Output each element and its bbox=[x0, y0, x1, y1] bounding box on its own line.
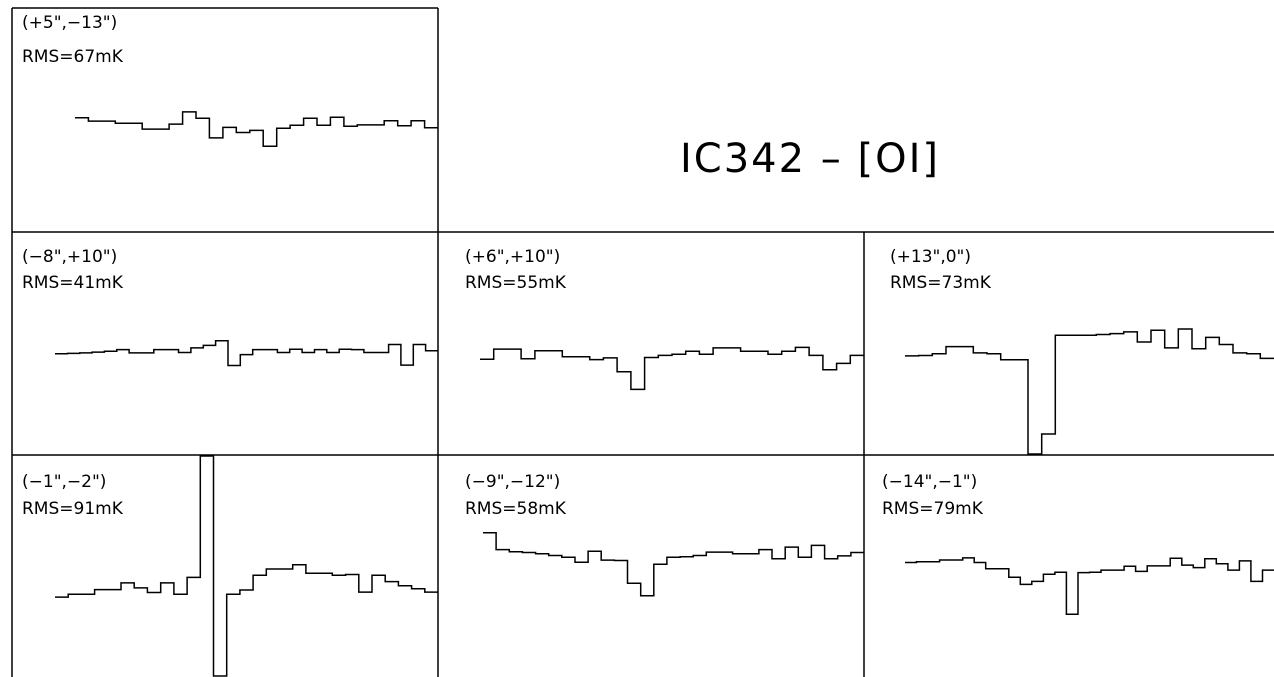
spectrum-line bbox=[480, 346, 864, 391]
spectrum-line bbox=[905, 328, 1274, 455]
panel-2: (−8",+10") RMS=41mK bbox=[22, 247, 438, 367]
panel-position-label: (−8",+10") bbox=[22, 247, 117, 267]
panel-position-label: (−9",−12") bbox=[465, 472, 560, 492]
spectrum-line bbox=[483, 532, 864, 597]
spectrum-line bbox=[55, 455, 438, 677]
panel-rms-label: RMS=41mK bbox=[22, 273, 124, 293]
spectrum-line bbox=[55, 340, 438, 367]
panel-grid bbox=[11, 7, 1274, 677]
panel-6: (−9",−12") RMS=58mK bbox=[465, 472, 864, 597]
panel-position-label: (+13",0") bbox=[890, 247, 971, 267]
panel-rms-label: RMS=55mK bbox=[465, 273, 567, 293]
panel-rms-label: RMS=79mK bbox=[882, 499, 984, 519]
spectrum-line bbox=[905, 557, 1274, 615]
panel-rms-label: RMS=91mK bbox=[22, 499, 124, 519]
figure-title: IC342 – [OI] bbox=[680, 136, 940, 182]
panel-5: (−1",−2") RMS=91mK bbox=[22, 455, 438, 677]
panel-7: (−14",−1") RMS=79mK bbox=[882, 472, 1274, 615]
panel-rms-label: RMS=67mK bbox=[22, 47, 124, 67]
panel-position-label: (−14",−1") bbox=[882, 472, 977, 492]
panel-position-label: (+6",+10") bbox=[465, 247, 560, 267]
panel-1: (+5",−13") RMS=67mK bbox=[22, 13, 438, 148]
panel-position-label: (−1",−2") bbox=[22, 472, 106, 492]
panel-rms-label: RMS=58mK bbox=[465, 499, 567, 519]
panel-3: (+6",+10") RMS=55mK bbox=[465, 247, 864, 391]
panel-4: (+13",0") RMS=73mK bbox=[890, 247, 1274, 455]
panel-position-label: (+5",−13") bbox=[22, 13, 117, 33]
spectrum-line bbox=[75, 111, 438, 148]
panel-rms-label: RMS=73mK bbox=[890, 273, 992, 293]
